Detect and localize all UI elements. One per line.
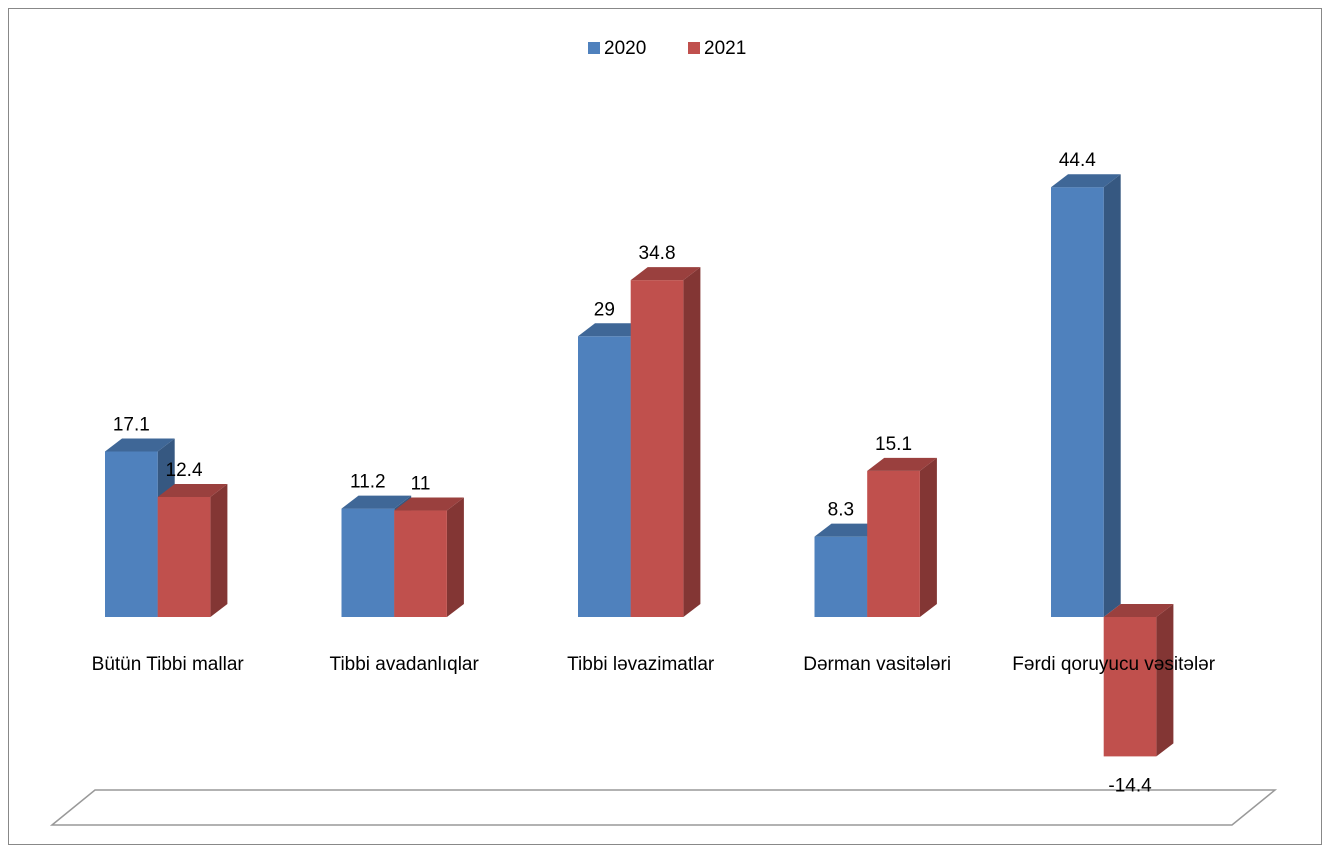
bar (867, 470, 920, 617)
bar (341, 508, 395, 617)
value-label: 29 (594, 299, 615, 320)
bar (578, 336, 631, 617)
x-tick-label: Tibbi avadanlıqlar (329, 654, 479, 675)
value-label: 15.1 (875, 434, 912, 455)
bar (1103, 617, 1157, 757)
value-label: 17.1 (113, 414, 150, 435)
bar (105, 451, 158, 617)
bar-top (157, 483, 228, 497)
x-tick-label: Dərman vasitələri (803, 654, 952, 675)
value-label: 34.8 (639, 243, 676, 264)
bar-side (1103, 174, 1121, 617)
x-tick-label: Tibbi ləvazimatlar (567, 654, 715, 675)
bar-side (683, 267, 701, 617)
bar (157, 496, 211, 617)
bar-top (814, 523, 885, 537)
value-label: 11.2 (350, 472, 386, 493)
bar-top (1103, 604, 1174, 617)
chart-border (8, 8, 1322, 845)
bar-top (105, 438, 175, 452)
bar-top (1051, 174, 1121, 188)
value-label: 12.4 (166, 460, 203, 481)
legend-swatch (588, 42, 600, 54)
bar-top (867, 457, 937, 471)
legend-label: 2021 (704, 38, 746, 59)
floor (49, 789, 1278, 826)
bar (394, 510, 447, 617)
legend-swatch (688, 42, 700, 54)
bar-side (446, 497, 464, 617)
value-label: 8.3 (828, 500, 854, 521)
x-tick-label: Bütün Tibbi mallar (91, 654, 244, 675)
value-label: 44.4 (1059, 150, 1096, 171)
bar (630, 280, 684, 617)
value-label: 11 (411, 474, 431, 495)
bar-top (630, 267, 701, 281)
bar-side (919, 457, 937, 617)
bar-top (578, 323, 648, 337)
value-label: -14.4 (1108, 775, 1152, 796)
bar-top (341, 495, 412, 509)
bar-top (394, 497, 464, 511)
bar (814, 536, 868, 617)
bar (1051, 187, 1104, 617)
legend-label: 2020 (604, 38, 646, 59)
bar-side (1156, 604, 1174, 757)
bar-side (210, 483, 228, 617)
x-tick-label: Fərdi qoruyucu vəsitələr (1012, 654, 1216, 675)
